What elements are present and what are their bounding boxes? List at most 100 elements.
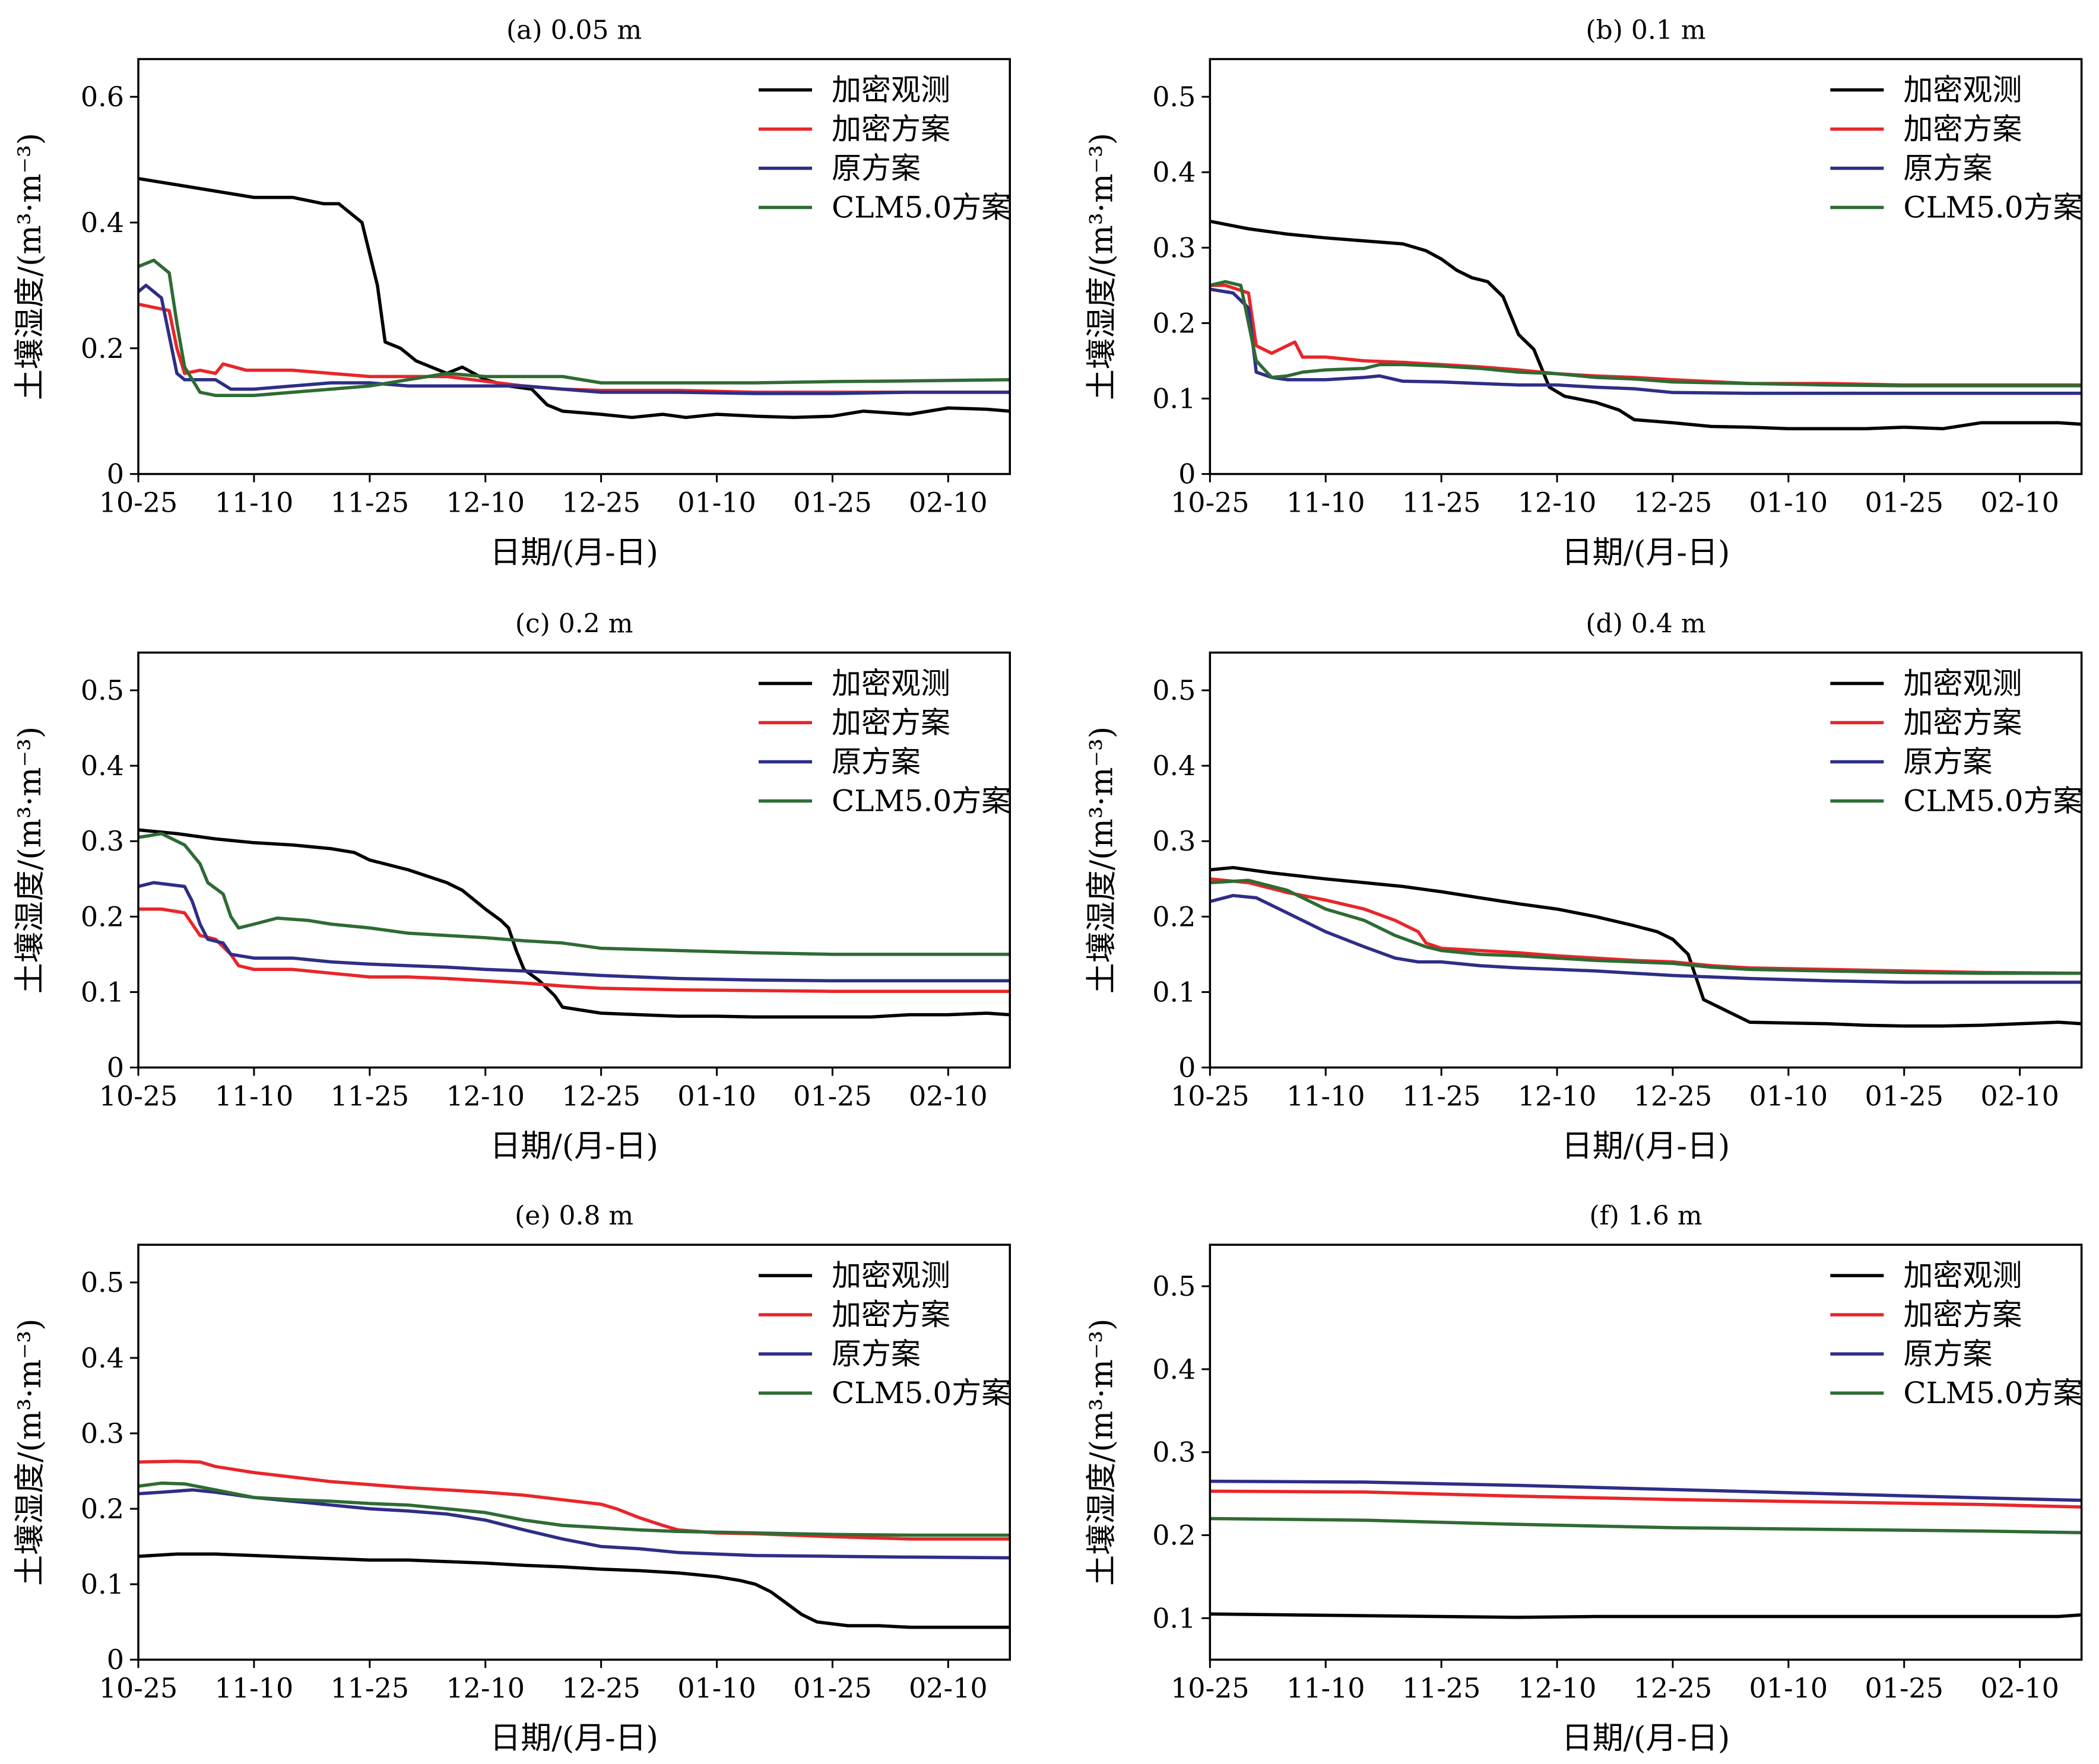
y-tick-label: 0.2 <box>1152 900 1196 932</box>
y-tick-label: 0.2 <box>1152 1519 1196 1552</box>
y-tick-label: 0.1 <box>1152 1602 1196 1634</box>
x-tick-label: 12-10 <box>1518 487 1597 519</box>
y-tick-label: 0.3 <box>1152 231 1196 264</box>
x-tick-label: 11-10 <box>1286 1672 1365 1704</box>
y-tick-label: 0 <box>1178 1052 1196 1084</box>
series-line-1 <box>1210 865 2082 1028</box>
series-line-3 <box>138 881 1010 983</box>
x-tick-label: 10-25 <box>99 1672 178 1704</box>
series-lines <box>1210 220 2082 431</box>
legend-label-2: 加密方案 <box>1903 1297 2022 1332</box>
y-tick-label: 0.5 <box>81 1267 124 1299</box>
y-tick-label: 0.4 <box>1152 1353 1196 1385</box>
series-lines <box>138 1460 1010 1629</box>
x-axis-label: 日期/(月-日) <box>490 1129 658 1165</box>
legend-label-3: 原方案 <box>832 151 921 186</box>
y-tick-label: 0.5 <box>1152 1270 1196 1302</box>
legend-label-4: CLM5.0方案 <box>1903 783 2082 818</box>
legend-label-4: CLM5.0方案 <box>832 783 1011 818</box>
y-tick-label: 0.5 <box>1152 81 1196 113</box>
x-tick-label: 01-25 <box>793 487 872 519</box>
series-lines <box>1210 1479 2082 1619</box>
legend-label-4: CLM5.0方案 <box>1903 191 2082 225</box>
y-tick-label: 0.1 <box>1152 976 1196 1008</box>
chart-panel-2: (b) 0.1 m 10-25 11-10 11-25 12-10 12-25 01-10 0… <box>1084 15 2082 571</box>
x-tick-label: 12-25 <box>1634 487 1713 519</box>
legend-label-4: CLM5.0方案 <box>832 191 1011 225</box>
legend-label-2: 加密方案 <box>832 112 950 147</box>
x-tick-label: 12-10 <box>1518 1672 1597 1704</box>
series-line-4 <box>1210 878 2082 975</box>
x-tick-label: 12-10 <box>1518 1080 1597 1112</box>
series-line-4 <box>138 258 1010 397</box>
x-axis-label: 日期/(月-日) <box>490 1721 658 1756</box>
legend-label-1: 加密观测 <box>1903 666 2022 700</box>
y-tick-label: 0.4 <box>81 750 124 782</box>
x-tick-label: 11-10 <box>215 487 294 519</box>
y-tick-label: 0 <box>107 1052 124 1084</box>
series-line-1 <box>1210 1612 2082 1619</box>
y-tick-label: 0.5 <box>81 674 124 706</box>
x-tick-label: 01-25 <box>1865 1080 1943 1112</box>
chart-panel-1: (a) 0.05 m 10-25 11-10 11-25 12-10 12-25 01-10… <box>12 15 1011 571</box>
series-line-1 <box>1210 220 2082 431</box>
y-tick-label: 0.5 <box>1152 674 1196 706</box>
legend-label-1: 加密观测 <box>832 666 950 700</box>
series-line-2 <box>1210 877 2082 975</box>
y-tick-label: 0.4 <box>81 207 124 239</box>
x-axis-label: 日期/(月-日) <box>1562 1129 1730 1165</box>
x-tick-label: 11-25 <box>1402 487 1481 519</box>
panel-title: (f) 1.6 m <box>1589 1201 1702 1231</box>
x-axis-label: 日期/(月-日) <box>490 535 658 571</box>
x-tick-label: 02-10 <box>1980 1080 2059 1112</box>
y-tick-label: 0.2 <box>81 900 124 932</box>
y-tick-label: 0.1 <box>81 976 124 1008</box>
legend-label-3: 原方案 <box>1903 1337 1992 1371</box>
x-tick-label: 10-25 <box>99 487 178 519</box>
panel-title: (e) 0.8 m <box>515 1201 633 1231</box>
y-tick-label: 0.3 <box>81 1417 124 1449</box>
x-tick-label: 12-10 <box>446 1080 525 1112</box>
series-lines <box>138 177 1010 420</box>
y-tick-label: 0.1 <box>81 1568 124 1600</box>
legend-label-1: 加密观测 <box>1903 73 2022 107</box>
x-tick-label: 12-25 <box>562 487 641 519</box>
series-line-3 <box>1210 894 2082 984</box>
panel-title: (a) 0.05 m <box>506 15 642 46</box>
x-tick-label: 10-25 <box>1171 1080 1250 1112</box>
x-tick-label: 01-10 <box>677 1672 756 1704</box>
chart-panel-4: (d) 0.4 m 10-25 11-10 11-25 12-10 12-25 01-10 0… <box>1084 608 2082 1164</box>
x-tick-label: 11-25 <box>331 487 410 519</box>
legend-label-1: 加密观测 <box>1903 1258 2022 1293</box>
series-line-3 <box>138 284 1010 395</box>
legend-label-3: 原方案 <box>832 744 921 779</box>
panel-title: (b) 0.1 m <box>1586 15 1705 46</box>
plot-frame <box>1209 58 2083 475</box>
x-tick-label: 10-25 <box>1171 1672 1250 1704</box>
plot-frame <box>137 58 1012 475</box>
series-line-4 <box>138 1481 1010 1537</box>
x-tick-label: 11-25 <box>331 1080 410 1112</box>
legend-label-2: 加密方案 <box>1903 112 2022 147</box>
x-tick-label: 11-10 <box>215 1672 294 1704</box>
x-tick-label: 02-10 <box>909 487 988 519</box>
plot-frame <box>137 1243 1012 1661</box>
y-tick-label: 0.6 <box>81 81 124 113</box>
y-tick-label: 0.4 <box>1152 156 1196 188</box>
legend-label-2: 加密方案 <box>832 1297 950 1332</box>
series-line-4 <box>1210 280 2082 388</box>
legend-label-1: 加密观测 <box>832 73 950 107</box>
x-tick-label: 12-25 <box>562 1672 641 1704</box>
x-tick-label: 11-25 <box>331 1672 410 1704</box>
plot-frame <box>1209 651 2083 1069</box>
x-tick-label: 02-10 <box>1980 487 2059 519</box>
y-axis-label: 土壤湿度/(m³·m⁻³) <box>1084 1318 1120 1585</box>
x-tick-label: 12-10 <box>446 487 525 519</box>
y-tick-label: 0.3 <box>1152 1436 1196 1468</box>
y-tick-label: 0.2 <box>81 1493 124 1525</box>
x-tick-label: 01-10 <box>677 487 756 519</box>
legend-label-2: 加密方案 <box>1903 705 2022 740</box>
